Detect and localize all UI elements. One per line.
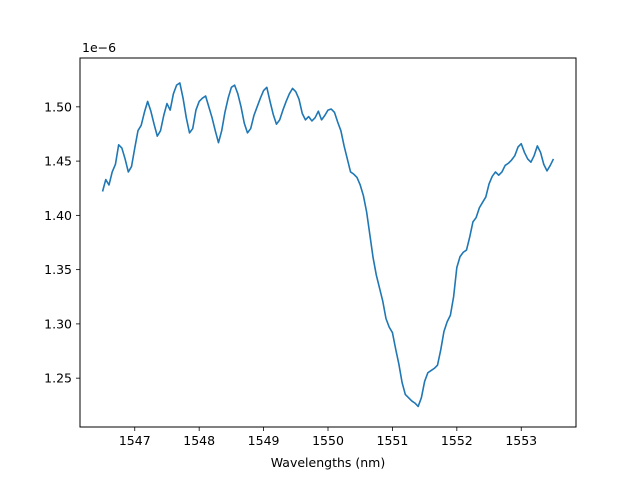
- x-axis: 1547 1548 1549 1550 1551 1552 1553: [119, 427, 537, 448]
- y-tick-label: 1.50: [44, 99, 72, 114]
- y-tick-label: 1.40: [44, 208, 72, 223]
- x-tick-label: 1550: [312, 433, 344, 448]
- plot-area: [101, 82, 555, 408]
- y-tick-label: 1.45: [44, 154, 72, 169]
- y-tick-label: 1.35: [44, 262, 72, 277]
- y-offset-label: 1e−6: [82, 40, 116, 55]
- x-tick-label: 1547: [119, 433, 151, 448]
- x-tick-label: 1548: [183, 433, 215, 448]
- x-tick-label: 1551: [377, 433, 409, 448]
- x-tick-label: 1553: [505, 433, 537, 448]
- series-line-0: [101, 82, 555, 408]
- y-axis: 1.25 1.30 1.35 1.40 1.45 1.50: [44, 99, 80, 386]
- y-tick-label: 1.30: [44, 316, 72, 331]
- x-tick-label: 1549: [248, 433, 280, 448]
- y-tick-label: 1.25: [44, 371, 72, 386]
- x-tick-label: 1552: [441, 433, 473, 448]
- x-axis-label: Wavelengths (nm): [271, 455, 386, 470]
